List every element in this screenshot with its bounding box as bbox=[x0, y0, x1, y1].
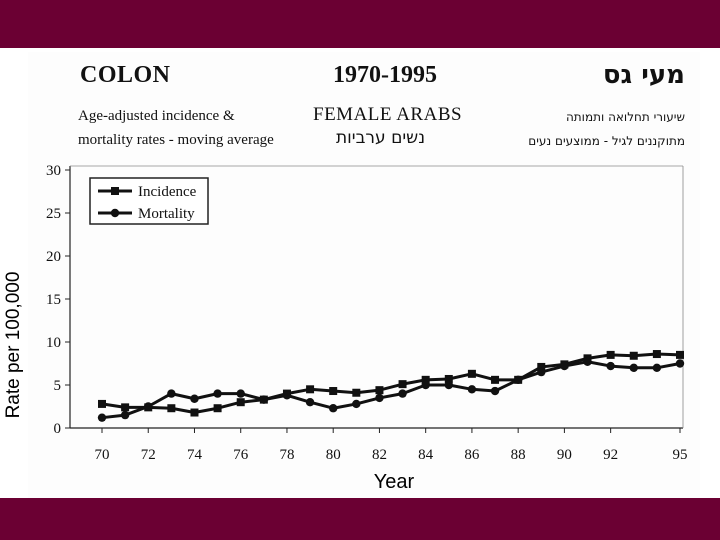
x-tick-label: 76 bbox=[233, 447, 249, 463]
mortality-point bbox=[398, 389, 407, 398]
series-mortality bbox=[97, 357, 685, 422]
mortality-line bbox=[101, 360, 681, 420]
incidence-point bbox=[329, 387, 338, 396]
x-tick-label: 86 bbox=[464, 447, 480, 463]
incidence-point bbox=[167, 404, 176, 413]
mortality-point bbox=[236, 389, 245, 398]
incidence-point bbox=[398, 380, 407, 389]
mortality-point bbox=[421, 380, 430, 390]
incidence-point bbox=[652, 350, 661, 359]
incidence-point bbox=[190, 408, 199, 417]
incidence-point bbox=[537, 362, 546, 371]
x-tick-label: 82 bbox=[372, 447, 387, 463]
y-tick-label: 20 bbox=[46, 249, 61, 265]
incidence-point bbox=[306, 385, 315, 394]
mortality-point bbox=[583, 357, 592, 366]
subtitle-right-line2: מתוקננים לגיל - ממוצעים נעים bbox=[528, 134, 685, 148]
mortality-point bbox=[120, 410, 130, 420]
x-tick-label: 88 bbox=[511, 447, 526, 463]
subtitle-left-line1: Age-adjusted incidence & bbox=[78, 108, 235, 124]
line-chart: 0 5 10 15 20 25 30 70 72 74 76 78 80 82 84 86 88 90 92 95 I… bbox=[46, 163, 688, 493]
mortality-point bbox=[629, 363, 638, 372]
title-left: COLON bbox=[80, 62, 171, 88]
mortality-point bbox=[652, 363, 662, 372]
mortality-point bbox=[305, 398, 315, 407]
incidence-point bbox=[676, 350, 684, 359]
series-incidence bbox=[98, 350, 684, 417]
incidence-point bbox=[629, 351, 638, 360]
incidence-point bbox=[352, 388, 361, 397]
subtitle-right-line1: שיעורי תחלואה ותמותה bbox=[565, 110, 685, 124]
mortality-point bbox=[97, 413, 107, 422]
mortality-point bbox=[490, 386, 500, 396]
y-tick-label: 5 bbox=[54, 378, 62, 394]
x-tick-label: 90 bbox=[557, 447, 572, 463]
x-axis-label: Year bbox=[374, 471, 415, 493]
x-tick-label: 80 bbox=[326, 447, 341, 463]
mortality-point bbox=[329, 404, 338, 413]
x-tick-label: 92 bbox=[603, 447, 618, 463]
mortality-point bbox=[144, 402, 153, 411]
mortality-point bbox=[213, 389, 222, 398]
incidence-point bbox=[491, 375, 500, 384]
subtitle-center-english: FEMALE ARABS bbox=[313, 104, 463, 125]
x-tick-label: 95 bbox=[673, 447, 688, 463]
axes: 0 5 10 15 20 25 30 70 72 74 76 78 80 82 84 86 88 90 92 95 bbox=[46, 163, 688, 463]
mortality-point bbox=[675, 359, 685, 368]
y-tick-label: 10 bbox=[46, 335, 61, 351]
incidence-point bbox=[421, 375, 430, 384]
title-right-hebrew: מעי גס bbox=[602, 60, 685, 90]
legend-label: Incidence bbox=[138, 184, 197, 200]
y-tick-label: 15 bbox=[46, 292, 61, 308]
incidence-point bbox=[444, 374, 453, 383]
mortality-point bbox=[352, 399, 361, 409]
incidence-point bbox=[98, 399, 106, 408]
y-tick-label: 25 bbox=[46, 206, 61, 222]
y-tick-label: 0 bbox=[54, 421, 62, 437]
mortality-point bbox=[467, 385, 477, 394]
incidence-point bbox=[213, 404, 222, 413]
series-layer bbox=[97, 350, 685, 422]
incidence-point bbox=[121, 403, 130, 412]
legend-swatch-marker bbox=[111, 187, 119, 195]
x-tick-label: 78 bbox=[279, 447, 294, 463]
legend: Incidence Mortality bbox=[89, 177, 209, 225]
subtitle-center-hebrew: נשים ערביות bbox=[336, 128, 426, 148]
mortality-point bbox=[282, 391, 292, 400]
incidence-point bbox=[606, 350, 615, 359]
mortality-point bbox=[444, 380, 453, 390]
mortality-point bbox=[560, 361, 569, 371]
mortality-point bbox=[259, 395, 269, 404]
incidence-point bbox=[375, 386, 384, 395]
y-axis-label: Rate per 100,000 bbox=[3, 271, 24, 419]
x-tick-label: 74 bbox=[187, 447, 203, 463]
title-center: 1970-1995 bbox=[333, 62, 437, 88]
legend-label: Mortality bbox=[138, 206, 195, 222]
mortality-point bbox=[190, 394, 199, 403]
subtitle-left-line2: mortality rates - moving average bbox=[78, 132, 274, 148]
mortality-point bbox=[537, 367, 546, 377]
x-tick-label: 72 bbox=[141, 447, 156, 463]
chart-panel: COLON 1970-1995 מעי גס Age-adjusted inci… bbox=[28, 52, 700, 498]
mortality-point bbox=[513, 375, 523, 385]
x-tick-label: 70 bbox=[95, 447, 110, 463]
mortality-point bbox=[375, 393, 384, 403]
legend-box bbox=[89, 177, 209, 225]
incidence-point bbox=[467, 369, 476, 378]
incidence-point bbox=[236, 398, 245, 407]
x-tick-label: 84 bbox=[418, 447, 434, 463]
legend-swatch-marker bbox=[110, 208, 120, 218]
mortality-point bbox=[606, 361, 615, 371]
y-tick-label: 30 bbox=[46, 163, 61, 179]
mortality-point bbox=[167, 389, 176, 398]
